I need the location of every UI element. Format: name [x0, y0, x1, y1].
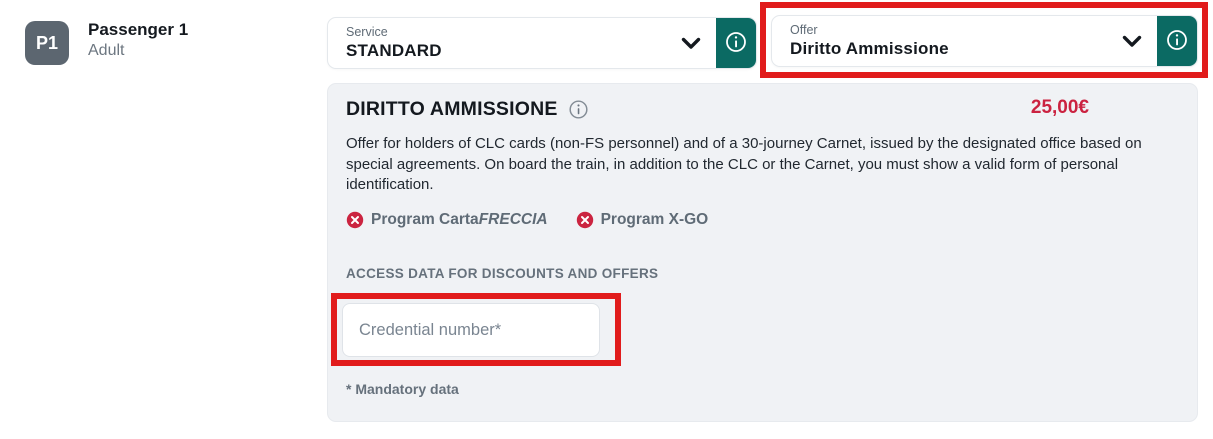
info-icon	[1165, 28, 1189, 55]
offer-select-label: Offer	[790, 23, 818, 37]
chevron-down-icon	[1122, 35, 1142, 48]
service-select-label: Service	[346, 25, 388, 39]
offer-title-info-icon[interactable]	[568, 99, 589, 120]
info-icon	[724, 30, 748, 57]
program-xgo: Program X-GO	[576, 211, 708, 229]
access-data-header: ACCESS DATA FOR DISCOUNTS AND OFFERS	[346, 266, 659, 281]
passenger-type: Adult	[88, 42, 125, 59]
offer-price: 25,00€	[1030, 97, 1089, 118]
service-select-value: STANDARD	[346, 41, 442, 60]
remove-circle-icon	[346, 211, 364, 229]
passenger-badge: P1	[25, 21, 69, 65]
service-select-text: Service STANDARD	[328, 18, 681, 68]
service-info-button[interactable]	[716, 18, 756, 68]
offer-title: DIRITTO AMMISSIONE	[346, 98, 558, 120]
excluded-programs: Program CartaFRECCIA Program X-GO	[346, 211, 708, 229]
credential-number-input[interactable]	[342, 303, 600, 357]
offer-select-value: Diritto Ammissione	[790, 39, 949, 58]
passenger-name: Passenger 1	[88, 20, 189, 39]
remove-circle-icon	[576, 211, 594, 229]
service-select[interactable]: Service STANDARD	[327, 17, 757, 69]
offer-info-button[interactable]	[1157, 16, 1197, 66]
chevron-down-icon	[681, 37, 701, 50]
offer-details-panel: DIRITTO AMMISSIONE 25,00€ Offer for hold…	[327, 83, 1198, 422]
offer-select[interactable]: Offer Diritto Ammissione	[771, 15, 1198, 67]
offer-description: Offer for holders of CLC cards (non-FS p…	[346, 135, 1142, 193]
program-cartafreccia: Program CartaFRECCIA	[346, 211, 548, 229]
offer-select-text: Offer Diritto Ammissione	[772, 16, 1122, 66]
mandatory-data-note: * Mandatory data	[346, 381, 459, 397]
